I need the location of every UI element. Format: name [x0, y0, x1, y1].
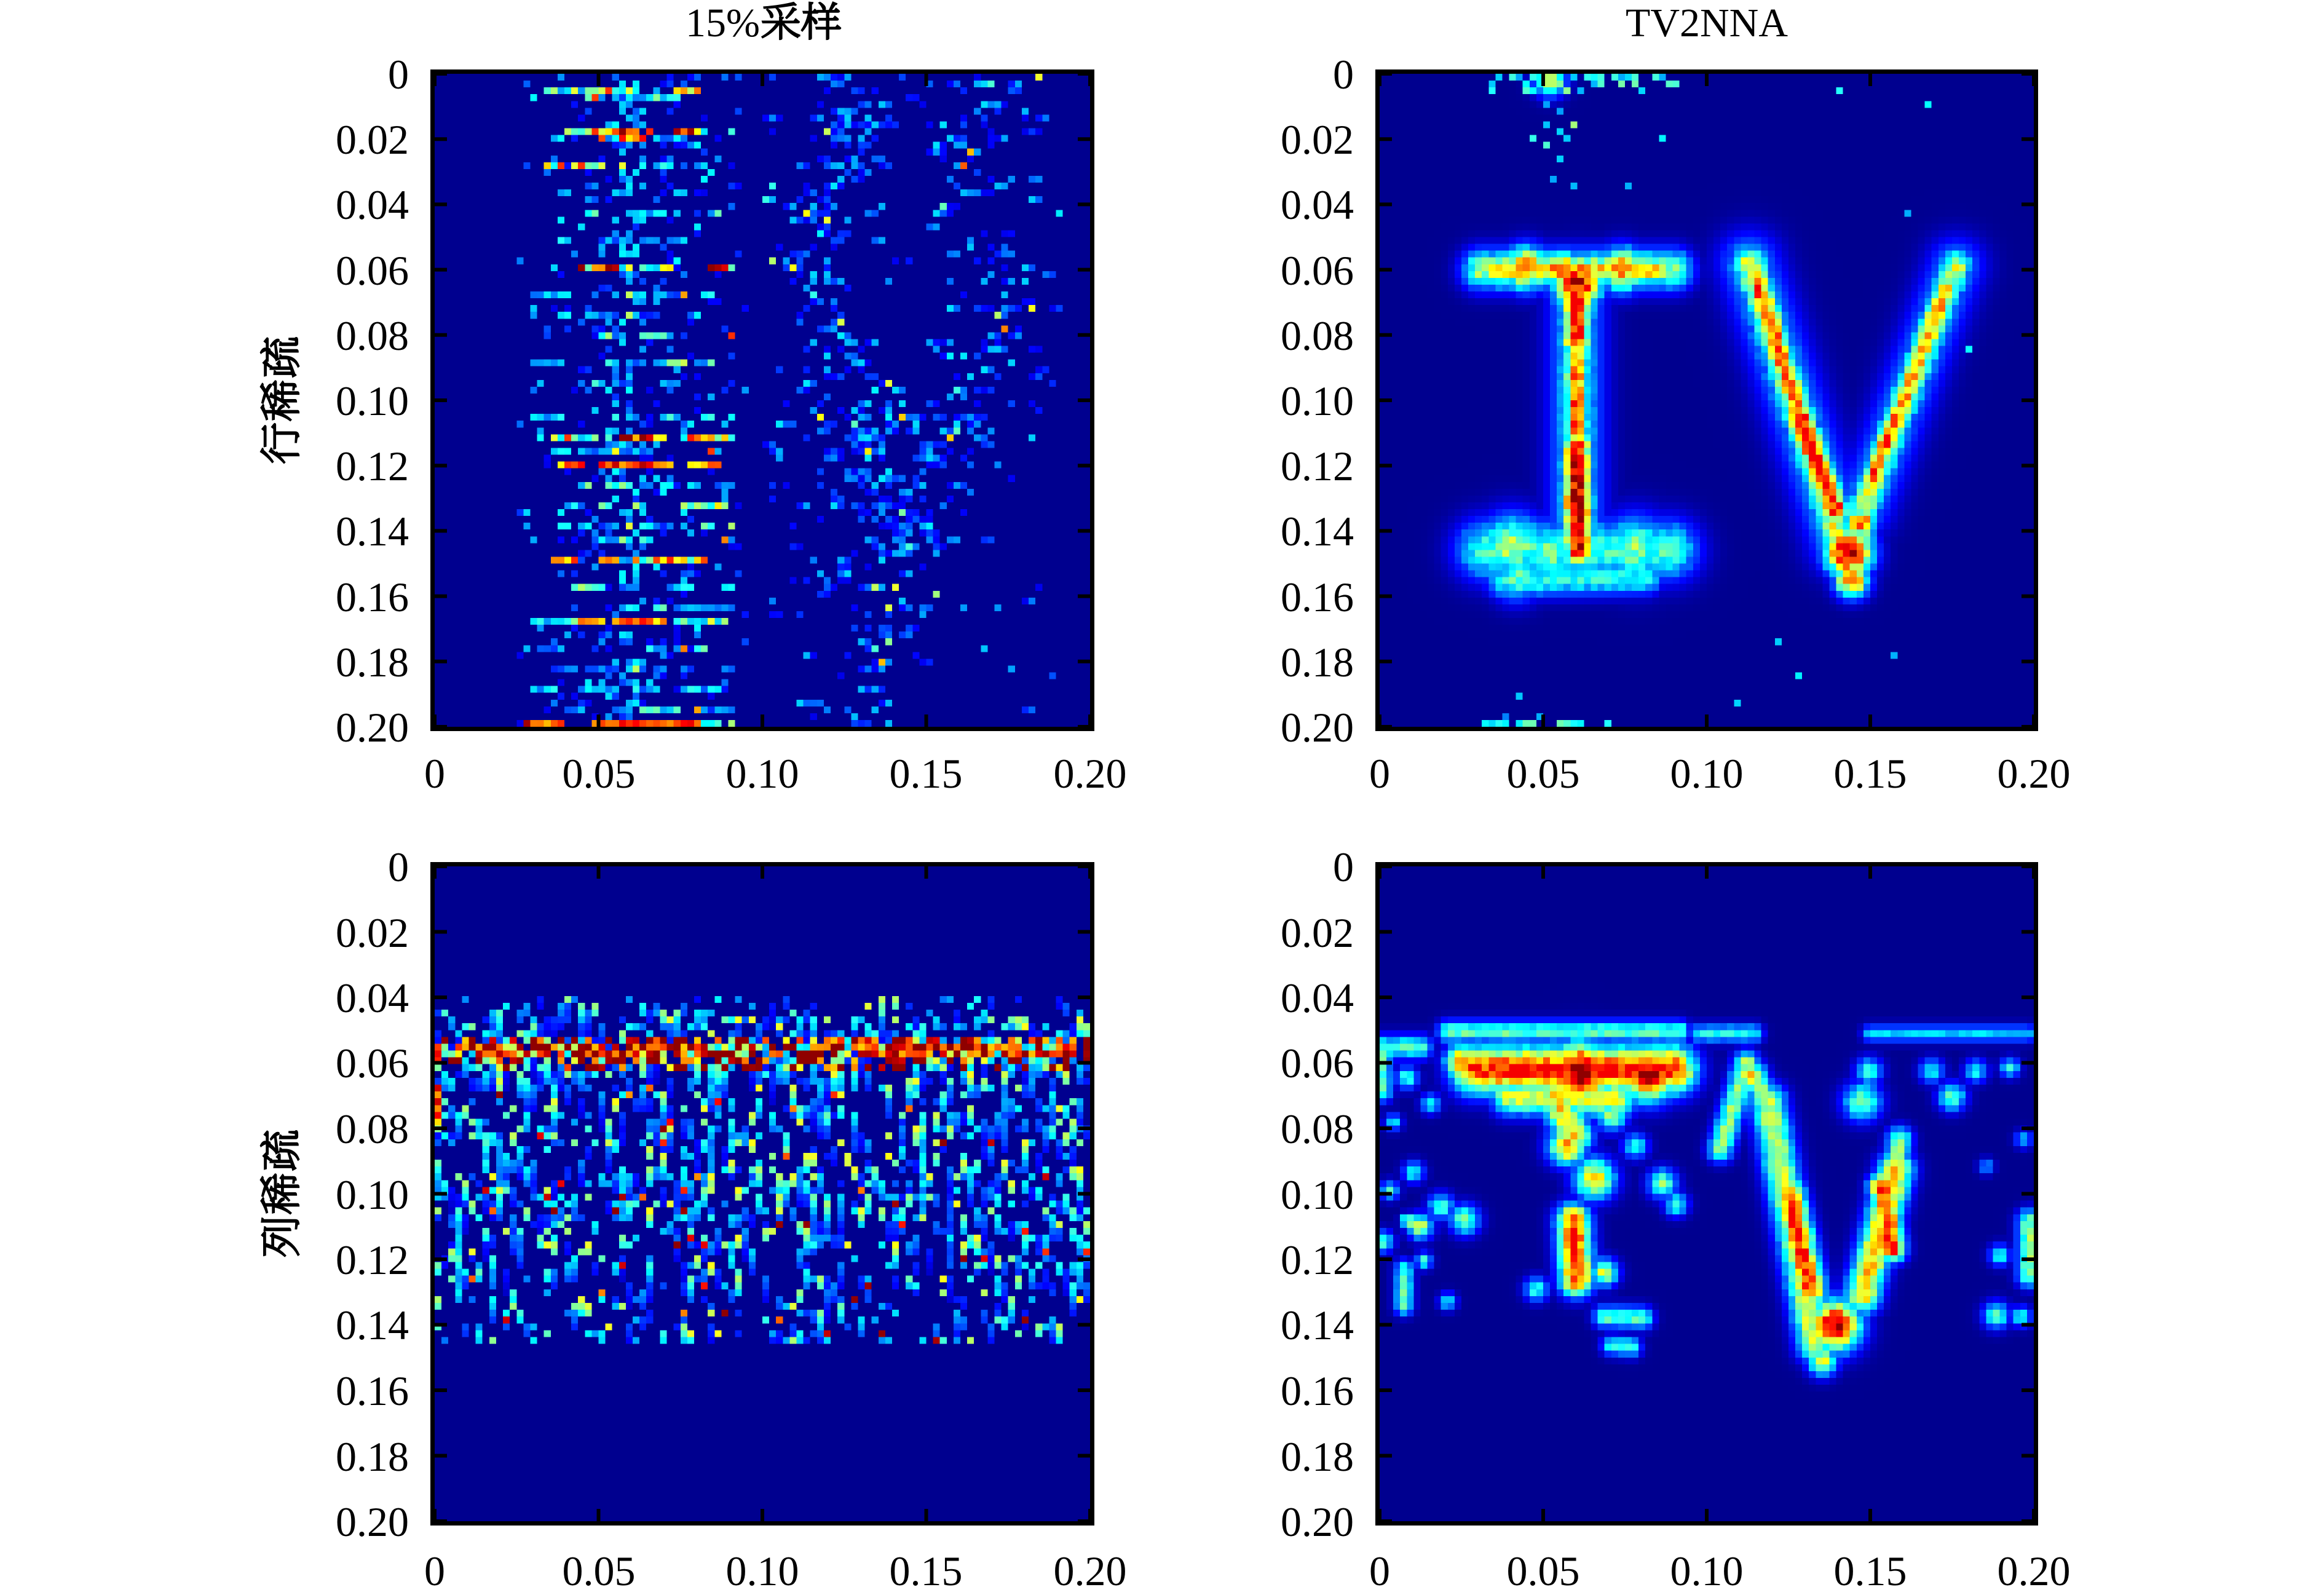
svg-text:0.20: 0.20 [1998, 750, 2071, 797]
svg-text:0.04: 0.04 [1281, 181, 1354, 228]
svg-text:0.02: 0.02 [336, 116, 409, 163]
svg-text:0.16: 0.16 [336, 1367, 409, 1414]
svg-text:0.08: 0.08 [1281, 312, 1354, 359]
svg-text:0.02: 0.02 [1281, 909, 1354, 956]
svg-text:0.16: 0.16 [336, 574, 409, 620]
svg-text:0.10: 0.10 [336, 1171, 409, 1218]
svg-text:0.15: 0.15 [1834, 750, 1907, 797]
svg-text:0.08: 0.08 [336, 1106, 409, 1152]
svg-text:0.05: 0.05 [563, 750, 636, 797]
svg-text:0.20: 0.20 [1998, 1548, 2071, 1587]
svg-text:0.06: 0.06 [1281, 247, 1354, 294]
svg-text:0.18: 0.18 [336, 639, 409, 686]
svg-text:0.15: 0.15 [890, 1548, 963, 1587]
svg-text:0.20: 0.20 [336, 704, 409, 751]
svg-text:0.18: 0.18 [336, 1433, 409, 1480]
svg-text:0.10: 0.10 [1281, 378, 1354, 424]
svg-text:15%: 15% [686, 1, 760, 46]
svg-text:0.02: 0.02 [336, 909, 409, 956]
svg-text:0.10: 0.10 [1281, 1171, 1354, 1218]
svg-text:0.20: 0.20 [1281, 704, 1354, 751]
svg-text:0.15: 0.15 [890, 750, 963, 797]
svg-text:0.10: 0.10 [1670, 750, 1744, 797]
svg-text:0.20: 0.20 [336, 1498, 409, 1545]
svg-text:0.14: 0.14 [1281, 508, 1354, 555]
svg-text:0.10: 0.10 [1670, 1548, 1744, 1587]
svg-text:0: 0 [388, 51, 409, 98]
svg-text:0.10: 0.10 [726, 1548, 799, 1587]
svg-text:0.14: 0.14 [1281, 1302, 1354, 1348]
svg-text:0: 0 [424, 750, 445, 797]
svg-text:0: 0 [1369, 750, 1390, 797]
svg-text:0.12: 0.12 [336, 1237, 409, 1283]
svg-text:0.12: 0.12 [1281, 443, 1354, 489]
svg-text:0.20: 0.20 [1054, 750, 1127, 797]
svg-text:0.12: 0.12 [336, 443, 409, 489]
svg-text:0.16: 0.16 [1281, 574, 1354, 620]
svg-text:0.02: 0.02 [1281, 116, 1354, 163]
svg-text:0.20: 0.20 [1281, 1498, 1354, 1545]
svg-text:0.08: 0.08 [1281, 1106, 1354, 1152]
svg-text:0.18: 0.18 [1281, 1433, 1354, 1480]
svg-text:0.20: 0.20 [1054, 1548, 1127, 1587]
svg-text:0.04: 0.04 [336, 181, 409, 228]
svg-text:0.05: 0.05 [1507, 1548, 1580, 1587]
svg-text:0.14: 0.14 [336, 1302, 409, 1348]
svg-text:0.04: 0.04 [336, 975, 409, 1021]
svg-text:0.12: 0.12 [1281, 1237, 1354, 1283]
svg-text:0.15: 0.15 [1834, 1548, 1907, 1587]
svg-text:0: 0 [1333, 51, 1354, 98]
svg-text:0.18: 0.18 [1281, 639, 1354, 686]
svg-text:0: 0 [1369, 1548, 1390, 1587]
svg-text:0.16: 0.16 [1281, 1367, 1354, 1414]
svg-text:0: 0 [1333, 844, 1354, 890]
svg-text:TV2NNA: TV2NNA [1626, 1, 1788, 46]
svg-text:0: 0 [424, 1548, 445, 1587]
svg-text:0.05: 0.05 [563, 1548, 636, 1587]
svg-text:0.08: 0.08 [336, 312, 409, 359]
svg-text:0.10: 0.10 [336, 378, 409, 424]
svg-text:0.14: 0.14 [336, 508, 409, 555]
svg-text:0.05: 0.05 [1507, 750, 1580, 797]
svg-text:0.06: 0.06 [336, 1040, 409, 1086]
svg-text:0.04: 0.04 [1281, 975, 1354, 1021]
svg-text:0.06: 0.06 [1281, 1040, 1354, 1086]
svg-text:0: 0 [388, 844, 409, 890]
svg-text:0.10: 0.10 [726, 750, 799, 797]
svg-text:0.06: 0.06 [336, 247, 409, 294]
